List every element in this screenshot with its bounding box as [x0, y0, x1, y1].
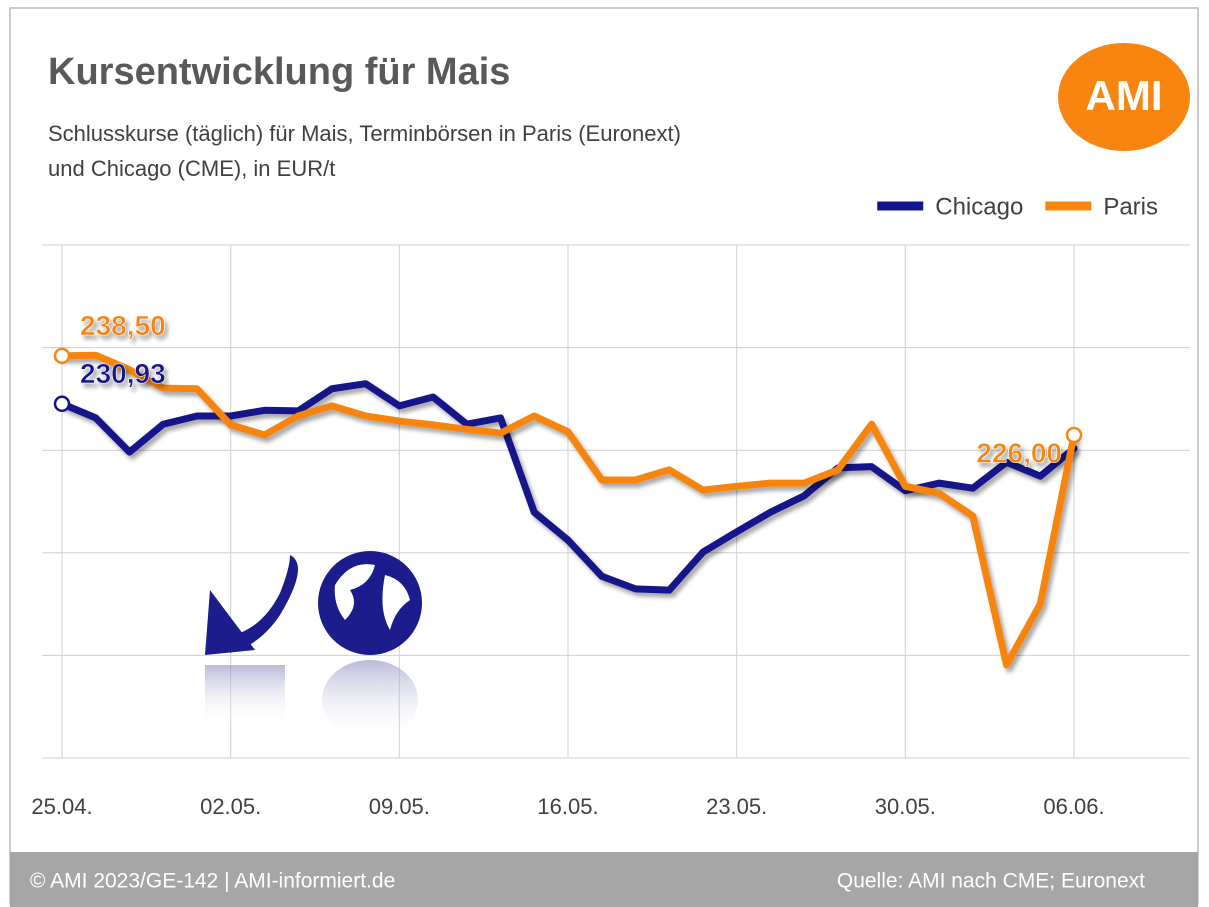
data-label: 230,93 [80, 358, 166, 389]
x-tick-label: 09.05. [369, 794, 430, 819]
legend-label: Paris [1103, 193, 1158, 220]
reflection [322, 660, 418, 740]
point-marker [55, 397, 69, 411]
x-tick-label: 06.06. [1043, 794, 1104, 819]
subtitle: Schlusskurse (täglich) für Mais, Terminb… [48, 121, 681, 146]
x-tick-label: 02.05. [200, 794, 261, 819]
legend-label: Chicago [935, 193, 1023, 220]
subtitle: und Chicago (CME), in EUR/t [48, 156, 335, 181]
point-marker [55, 349, 69, 363]
footer-right: Quelle: AMI nach CME; Euronext [837, 870, 1145, 893]
logo: AMI [1086, 72, 1163, 119]
page: Kursentwicklung für Mais Schlusskurse (t… [0, 0, 1209, 907]
data-label: 238,50 [80, 310, 166, 341]
x-tick-label: 25.04. [31, 794, 92, 819]
chart-title: Kursentwicklung für Mais [48, 51, 510, 93]
point-marker [1067, 428, 1081, 442]
x-tick-label: 16.05. [537, 794, 598, 819]
x-tick-label: 23.05. [706, 794, 767, 819]
footer-left: © AMI 2023/GE-142 | AMI-informiert.de [30, 870, 395, 893]
data-label: 226,00 [976, 437, 1062, 468]
chart: Kursentwicklung für Mais Schlusskurse (t… [0, 0, 1209, 907]
x-tick-label: 30.05. [875, 794, 936, 819]
reflection [205, 665, 285, 725]
